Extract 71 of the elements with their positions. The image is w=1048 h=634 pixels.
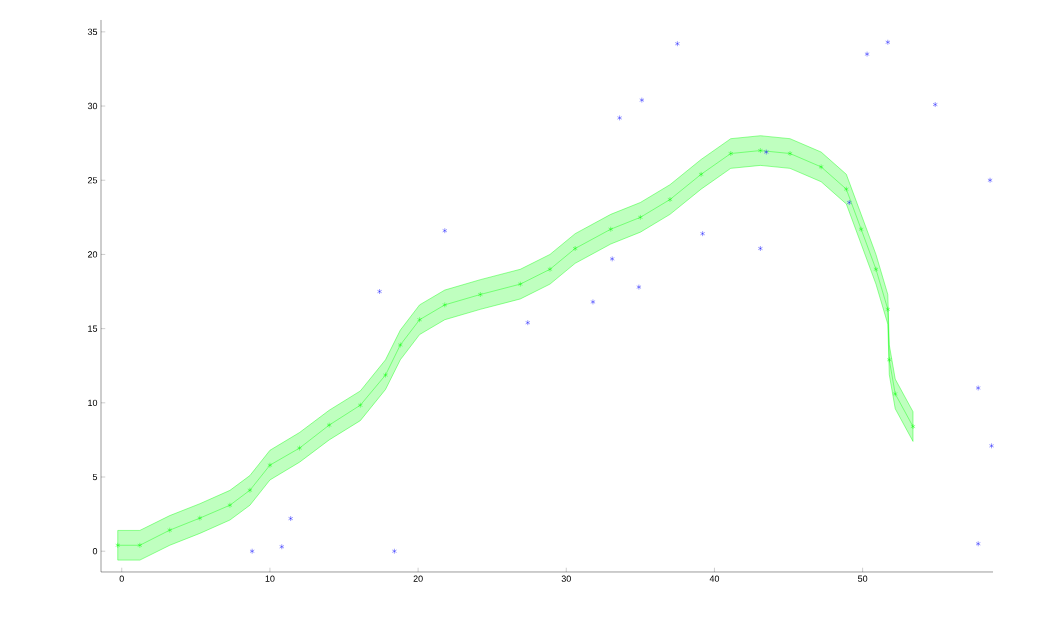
y-tick-label: 15 [88,325,98,332]
point [267,462,273,468]
x-tick-label: 50 [858,575,868,582]
point [975,541,981,547]
point [247,487,253,493]
point [392,548,397,554]
point [639,97,645,103]
point [417,317,422,323]
point [477,291,483,298]
y-tick-label: 0 [92,548,98,555]
point [910,423,916,430]
x-tick-label: 20 [413,575,423,582]
point [846,199,852,206]
point [818,164,824,170]
point [572,245,578,252]
point [638,214,643,221]
point [873,266,879,272]
point [326,422,332,428]
point [987,177,993,183]
point [279,544,285,550]
point [442,228,448,234]
point [525,320,531,326]
point [864,51,870,57]
point [227,502,233,508]
point [892,391,898,397]
point [517,281,523,287]
point [547,266,553,272]
point [297,445,302,451]
point [932,101,938,108]
point [617,115,622,121]
point [728,150,734,157]
point [288,515,294,522]
y-tick-label: 35 [87,28,98,36]
point [675,41,680,47]
y-tick-label: 10 [88,399,98,406]
point [137,542,143,548]
point [383,372,388,378]
point [885,39,891,45]
point [758,147,763,154]
y-tick-label: 25 [87,177,98,184]
point [608,226,614,232]
point [975,385,981,391]
point [249,548,255,554]
y-tick-label: 20 [87,251,98,258]
x-tick-label: 10 [265,575,275,582]
point [858,226,864,232]
point [115,542,121,548]
point [197,515,203,521]
point [397,342,403,348]
point [636,284,642,290]
point [357,402,363,408]
point [377,288,382,295]
x-tick-label: 30 [561,575,571,582]
point [763,149,769,155]
point [758,245,763,252]
point [700,230,705,237]
point [590,299,596,305]
point [989,443,994,449]
y-tick-label: 30 [87,102,98,110]
point [787,150,793,157]
point [167,527,173,533]
point [698,171,704,177]
point [885,306,891,313]
point [609,256,615,262]
y-tick-label: 5 [92,473,98,481]
point [886,357,892,363]
point [442,302,448,308]
x-tick-label: 0 [119,575,124,582]
x-tick-label: 40 [709,575,720,582]
point [667,196,673,203]
point [843,186,849,192]
